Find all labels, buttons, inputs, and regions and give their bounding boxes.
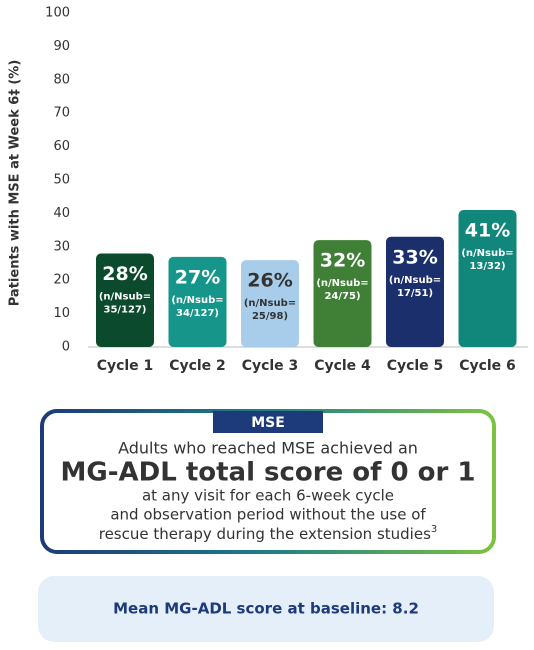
y-tick-label: 60 (53, 139, 70, 154)
y-tick-label: 70 (53, 106, 70, 121)
n-label: 34/127) (176, 308, 219, 319)
x-tick-label: Cycle 2 (169, 358, 226, 374)
bar (386, 236, 444, 347)
mse-text: rescue therapy during the extension stud… (99, 525, 431, 543)
n-label: 35/127) (103, 304, 146, 315)
n-label: 25/98) (252, 311, 288, 322)
baseline-box (38, 576, 494, 642)
footnote-ref: 3 (431, 524, 437, 535)
mse-headline: MG-ADL total score of 0 or 1 (60, 458, 475, 488)
y-tick-label: 90 (53, 39, 70, 54)
y-tick-label: 20 (53, 273, 70, 288)
x-tick-label: Cycle 5 (387, 358, 444, 374)
y-tick-label: 100 (45, 6, 70, 21)
n-label: (n/Nsub= (99, 291, 151, 302)
value-label: 33% (392, 246, 437, 268)
bar (313, 240, 372, 347)
value-label: 26% (247, 270, 292, 292)
bar (458, 210, 517, 347)
n-label: 24/75) (324, 291, 360, 302)
value-label: 27% (175, 266, 220, 288)
mse-text: at any visit for each 6-week cycle (142, 487, 394, 505)
y-tick-label: 80 (53, 72, 70, 87)
plot: 0 10 20 30 40 50 60 70 80 90 100 28% (n/Nsub= 35/127)… (45, 6, 528, 374)
value-label: 32% (320, 250, 365, 272)
y-axis-label: Patients with MSE at Week 6‡ (%) (8, 60, 23, 307)
value-label: 28% (102, 263, 147, 285)
bar (96, 253, 154, 347)
x-tick-label: Cycle 1 (97, 358, 154, 374)
x-tick-label: Cycle 3 (242, 358, 299, 374)
n-label: (n/Nsub= (244, 298, 296, 309)
y-tick-label: 0 (62, 340, 70, 355)
bar (241, 260, 299, 347)
bar (168, 256, 227, 347)
n-label: (n/Nsub= (461, 248, 513, 259)
y-tick-label: 30 (53, 239, 70, 254)
y-tick-label: 50 (53, 173, 70, 188)
y-tick-label: 40 (53, 206, 70, 221)
n-label: (n/Nsub= (389, 275, 441, 286)
x-tick-label: Cycle 6 (459, 358, 516, 374)
mse-text: Adults who reached MSE achieved an (118, 439, 418, 458)
n-label: 13/32) (469, 261, 505, 272)
n-label: (n/Nsub= (171, 295, 223, 306)
mse-tab (213, 411, 323, 433)
value-label: 41% (465, 220, 510, 242)
x-tick-label: Cycle 4 (314, 358, 371, 374)
baseline-text: Mean MG-ADL score at baseline: 8.2 (113, 600, 419, 618)
n-label: (n/Nsub= (316, 278, 368, 289)
n-label: 17/51) (397, 288, 433, 299)
mse-tab-label: MSE (251, 415, 285, 431)
y-tick-label: 10 (53, 306, 70, 321)
mse-text: and observation period without the use o… (110, 506, 426, 524)
mse-text-line: rescue therapy during the extension stud… (99, 524, 438, 543)
